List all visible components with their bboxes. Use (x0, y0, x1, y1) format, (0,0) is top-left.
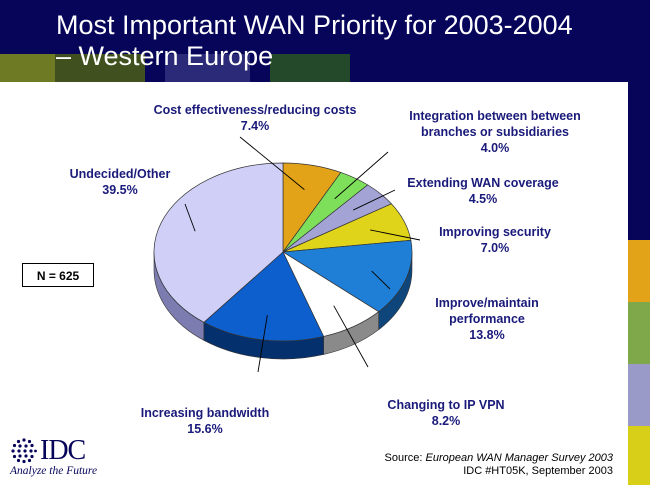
pie-slice-improve-maintain-performance (281, 239, 413, 313)
accent-block-orange (628, 240, 650, 302)
slice-label-changing-to-ip-vpn: Changing to IP VPN (387, 398, 504, 412)
leader-line-improve-maintain-performance (371, 270, 391, 290)
leader-line-improving-security (370, 229, 421, 241)
pie-tops (153, 162, 413, 342)
slice-label-increasing-bandwidth: Increasing bandwidth (141, 406, 270, 420)
source-title: European WAN Manager Survey 2003 (425, 452, 613, 464)
header-strip-gold (0, 54, 55, 82)
leader-line-undecided-other (184, 203, 196, 232)
slice-value-integration-between-between-branches-or-subsidiaries: 4.0% (481, 141, 510, 155)
slice-value-extending-wan-coverage: 4.5% (469, 192, 498, 206)
slice-label-cost-effectiveness-reducing-costs: Cost effectiveness/reducing costs (154, 103, 357, 117)
slice-value-cost-effectiveness-reducing-costs: 7.4% (241, 119, 270, 133)
slice-label-improve-maintain-performance-line2: performance (449, 312, 525, 326)
slice-value-changing-to-ip-vpn: 8.2% (432, 414, 461, 428)
slice-value-improving-security: 7.0% (481, 241, 510, 255)
leader-line-extending-wan-coverage (353, 189, 396, 211)
leader-line-changing-to-ip-vpn (333, 305, 369, 368)
leader-line-integration-between-between-branches-or-subsidiaries (334, 151, 389, 200)
header-strip-lavender (165, 54, 250, 82)
source-note: Source: European WAN Manager Survey 2003… (385, 452, 613, 478)
slice-label-improve-maintain-performance-line1: Improve/maintain (435, 296, 539, 310)
header-strip-olive (55, 54, 145, 82)
pie-chart: Cost effectiveness/reducing costs 7.4% Int… (70, 103, 581, 436)
leader-lines (184, 136, 421, 373)
header-bar: Most Important WAN Priority for 2003-200… (0, 0, 650, 82)
source-prefix: Source: (384, 452, 426, 464)
slice-label-extending-wan-coverage: Extending WAN coverage (407, 176, 558, 190)
header-strip-green (270, 54, 350, 82)
logo-text: IDC (40, 435, 86, 466)
slice-value-improve-maintain-performance: 13.8% (469, 328, 504, 342)
slice-value-undecided-other: 39.5% (102, 183, 137, 197)
pie-slice-increasing-bandwidth (203, 251, 325, 342)
slice-value-increasing-bandwidth: 15.6% (187, 422, 222, 436)
leader-line-cost-effectiveness-reducing-costs (239, 136, 305, 190)
logo-tagline: Analyze the Future (10, 465, 98, 477)
idc-globe-icon (11, 438, 37, 464)
slice-label-integration-between-between-branches-or-subsidiaries-line2: branches or subsidiaries (421, 125, 569, 139)
source-doc: IDC #HT05K, September 2003 (463, 465, 613, 477)
accent-block-yellow (628, 426, 650, 485)
sample-size-box: N = 625 (22, 263, 94, 287)
slice-label-integration-between-between-branches-or-subsidiaries-line1: Integration between between (409, 109, 581, 123)
slide-title: Most Important WAN Priority for 2003-200… (56, 10, 573, 71)
idc-logo: IDC Analyze the Future (8, 435, 103, 480)
slice-label-undecided-other: Undecided/Other (70, 167, 171, 181)
slice-labels: Cost effectiveness/reducing costs 7.4% Int… (70, 103, 581, 436)
pie-slice-undecided-other (153, 162, 284, 323)
accent-block-lavender (628, 364, 650, 426)
leader-line-increasing-bandwidth (257, 315, 268, 373)
accent-block-green (628, 302, 650, 364)
slice-label-improving-security: Improving security (439, 225, 551, 239)
